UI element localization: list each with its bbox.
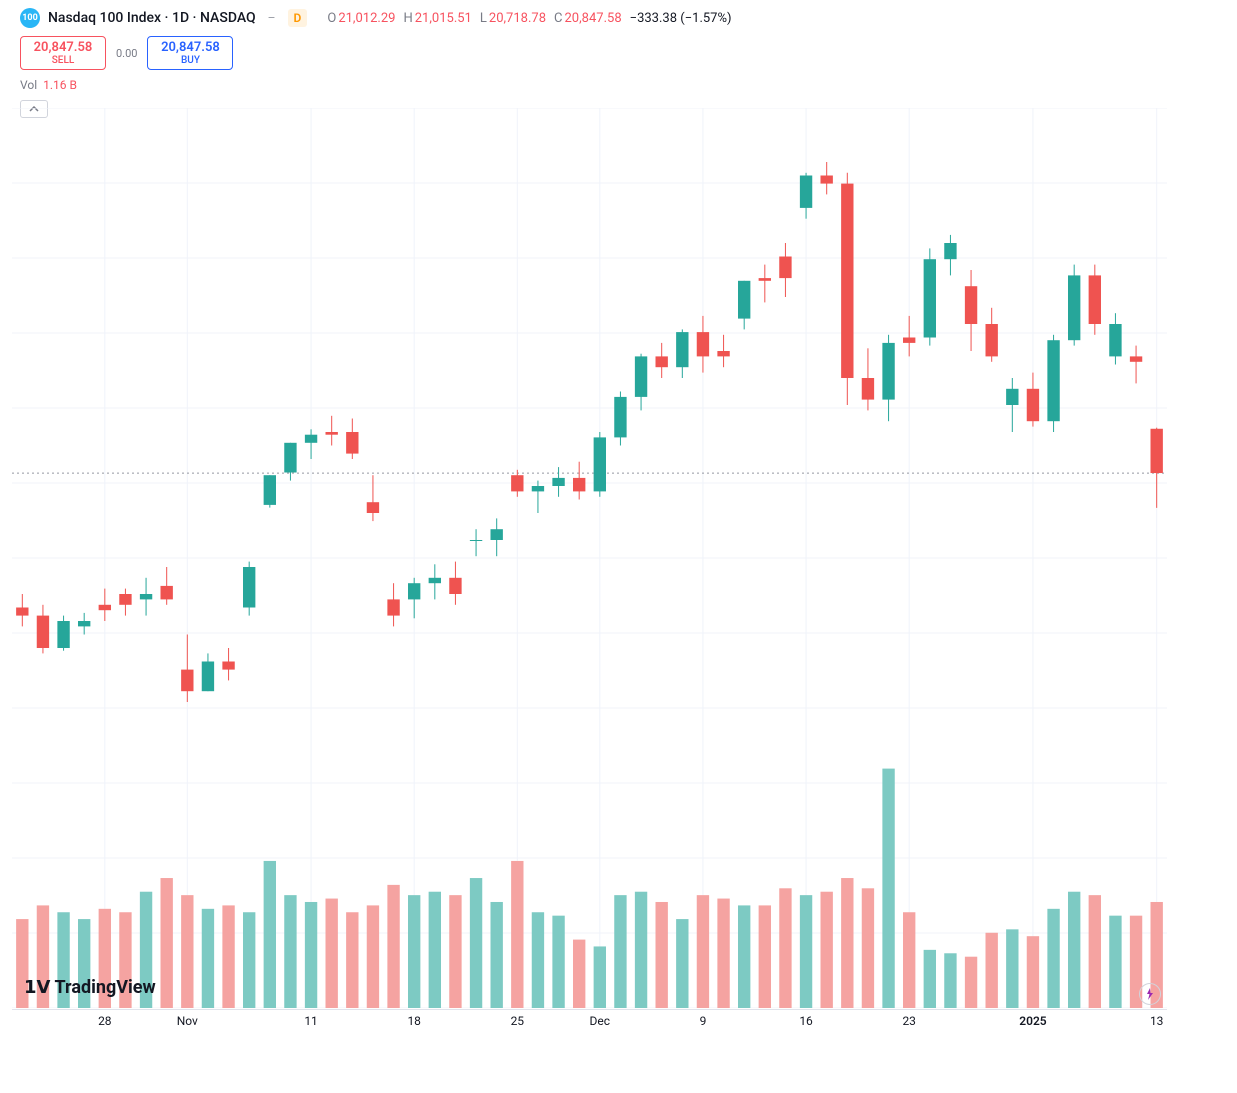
ohlc-open: 21,012.29 [338,11,395,26]
tradingview-watermark: 𝟭𝗩 TradingView [24,977,156,998]
ohlc-low: 20,718.78 [489,11,546,26]
volume-value: 1.16 B [43,78,77,92]
ohlc-change: −333.38 (−1.57%) [630,11,732,26]
x-axis-label: 23 [902,1014,916,1028]
x-axis-label: 16 [799,1014,813,1028]
chart-header: 100 Nasdaq 100 Index · 1D · NASDAQ – D O… [0,0,1237,32]
sell-button[interactable]: 20,847.58 SELL [20,36,106,70]
x-axis-label: 11 [304,1014,318,1028]
x-axis-label: 13 [1150,1014,1164,1028]
chart-canvas[interactable] [12,108,1167,1008]
ohlc-close: 20,847.58 [565,11,622,26]
flash-button[interactable] [1139,983,1161,1005]
tv-logo-icon: 𝟭𝗩 [24,977,50,998]
symbol-icon: 100 [20,8,40,28]
x-axis-label: Nov [177,1014,198,1028]
x-axis-label: 28 [98,1014,112,1028]
buy-button[interactable]: 20,847.58 BUY [147,36,233,70]
volume-indicator: Vol 1.16 B [0,74,1237,96]
symbol-title[interactable]: Nasdaq 100 Index · 1D · NASDAQ [48,10,256,26]
settings-badge[interactable]: – [264,9,280,27]
x-axis-label: 2025 [1019,1014,1046,1028]
x-axis: 28 Nov 11 18 25 Dec 9 16 23 2025 13 [12,1009,1167,1033]
ohlc-values: O21,012.29 H21,015.51 L20,718.78 C20,847… [327,11,731,26]
x-axis-label: 18 [407,1014,421,1028]
x-axis-label: 25 [511,1014,525,1028]
x-axis-label: 9 [700,1014,707,1028]
interval-badge[interactable]: D [288,9,308,27]
lightning-icon [1144,988,1156,1000]
buy-sell-panel: 20,847.58 SELL 0.00 20,847.58 BUY [0,32,1237,74]
ohlc-high: 21,015.51 [415,11,472,26]
x-axis-label: Dec [590,1014,611,1028]
spread-value: 0.00 [116,47,137,60]
